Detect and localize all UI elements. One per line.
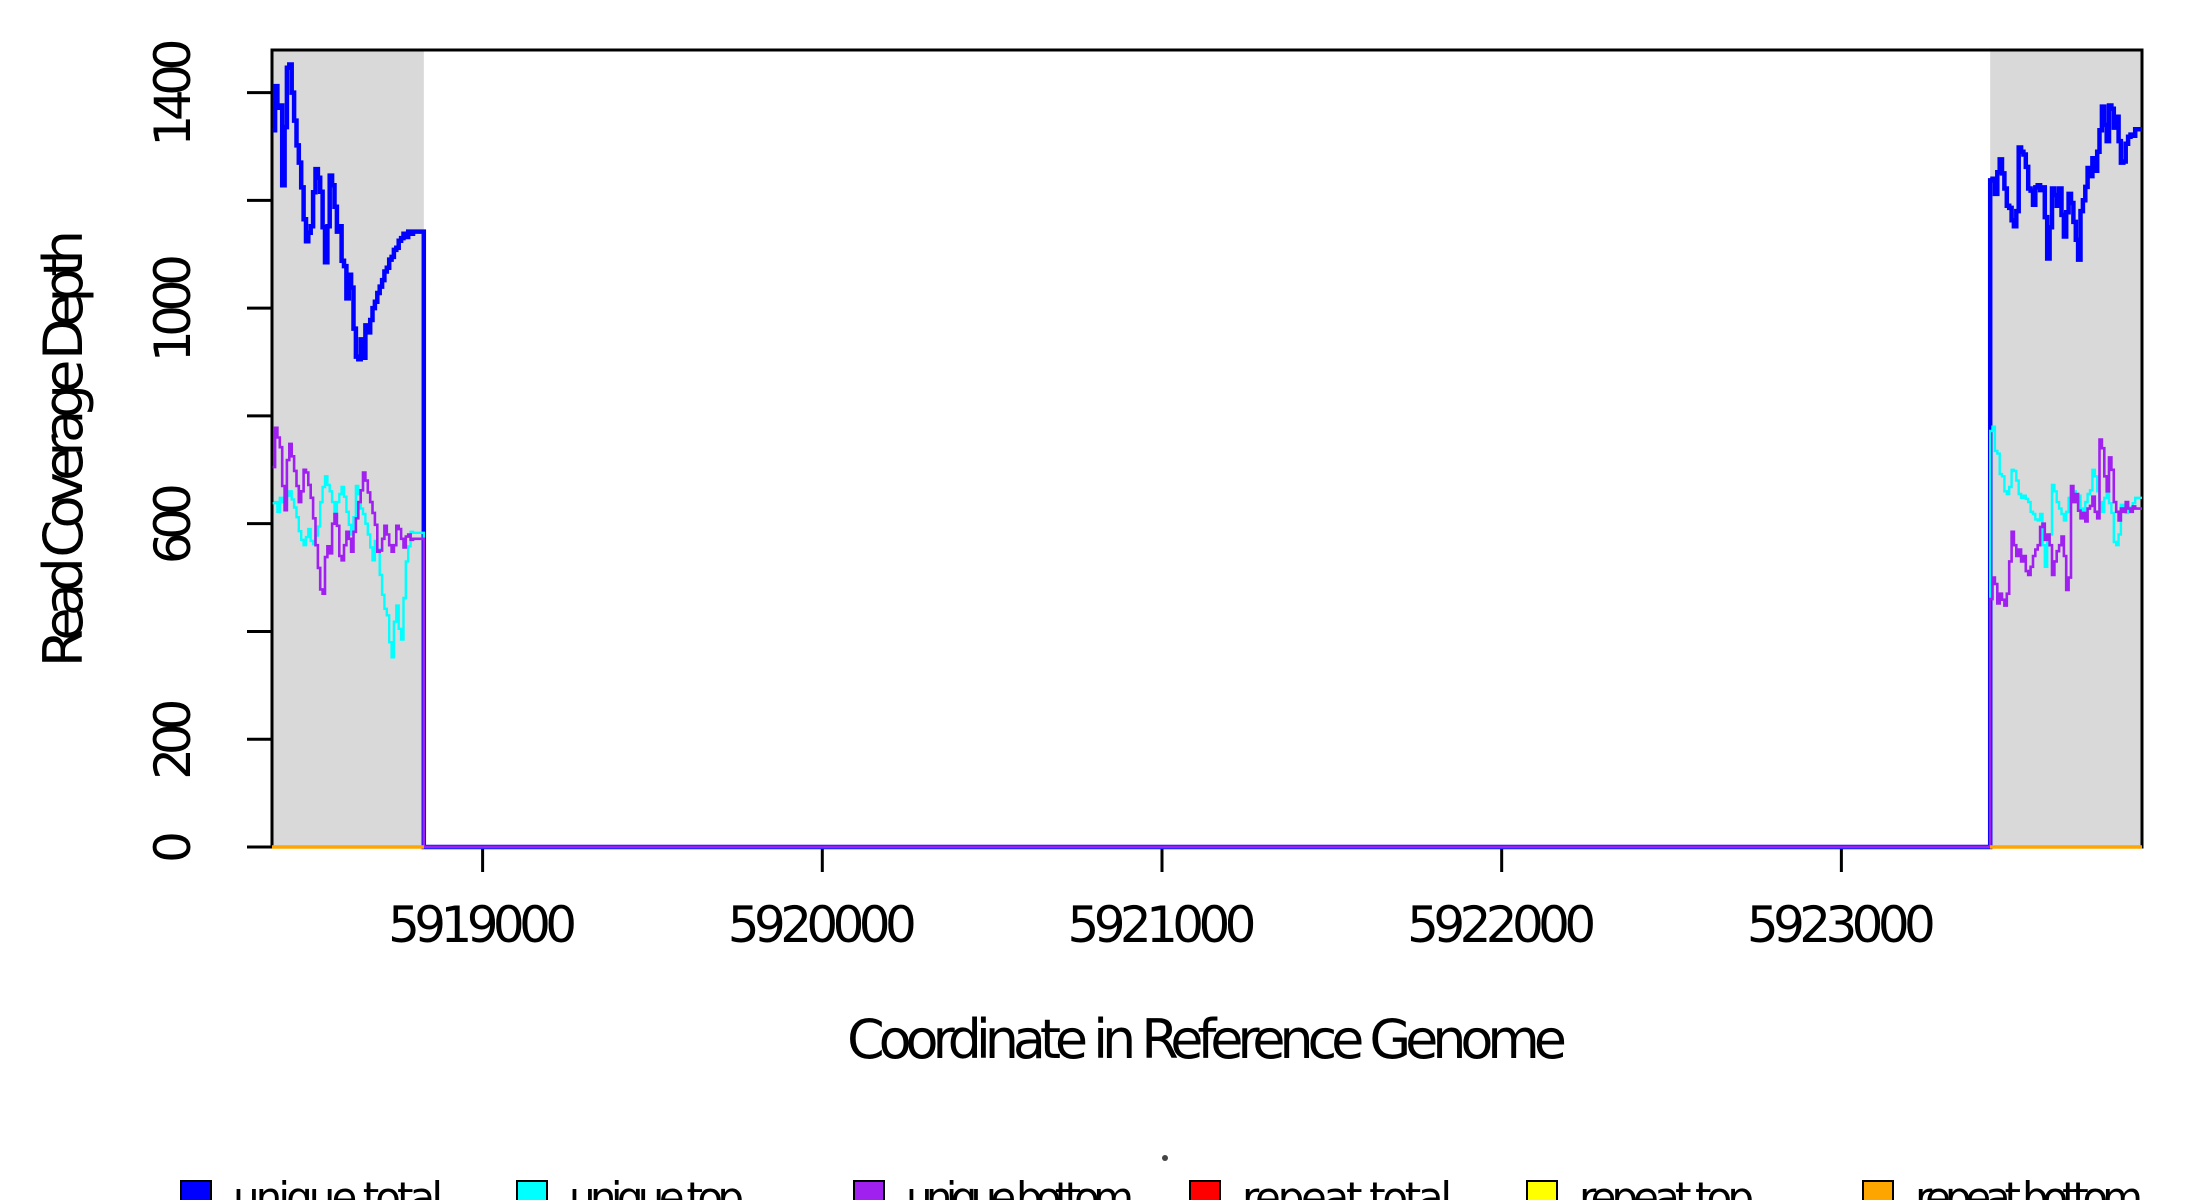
series-unique-total	[272, 62, 2142, 850]
x-tick-label: 5919000	[388, 896, 577, 954]
y-axis-title: Read Coverage Depth	[32, 230, 95, 667]
x-axis-title: Coordinate in Reference Genome	[847, 1008, 1567, 1071]
x-tick-label: 5922000	[1407, 896, 1596, 954]
legend-swatch-unique-total	[180, 1180, 212, 1204]
shaded-region	[272, 50, 424, 847]
legend-label-unique-total: unique total	[233, 1173, 443, 1200]
y-tick-label: 1000	[144, 254, 202, 362]
shaded-region	[1990, 50, 2142, 847]
x-tick-label: 5923000	[1747, 896, 1936, 954]
series-unique-bottom	[272, 426, 2142, 849]
y-tick-label: 1400	[144, 39, 202, 147]
stray-dot	[1162, 1155, 1168, 1161]
legend: unique total unique top unique bottom repea…	[180, 1173, 2143, 1204]
legend-swatch-repeat-top	[1526, 1180, 1558, 1204]
legend-label-unique-bottom: unique bottom	[906, 1173, 1134, 1200]
series-unique-top	[272, 425, 2142, 849]
legend-swatch-repeat-bottom	[1862, 1180, 1894, 1204]
legend-swatch-repeat-total	[1189, 1180, 1221, 1204]
y-tick-label: 0	[144, 831, 202, 863]
y-tick-label: 200	[144, 699, 202, 780]
y-tick-label: 600	[144, 483, 202, 564]
x-tick-label: 5920000	[728, 896, 917, 954]
legend-label-repeat-total: repeat total	[1242, 1173, 1452, 1200]
legend-label-unique-top: unique top	[569, 1173, 744, 1200]
legend-swatch-unique-bottom	[853, 1180, 885, 1204]
series-group	[272, 62, 2142, 850]
legend-label-repeat-top: repeat top	[1579, 1173, 1754, 1200]
x-tick-label: 5921000	[1067, 896, 1256, 954]
legend-label-repeat-bottom: repeat bottom	[1915, 1173, 2143, 1200]
legend-swatch-unique-top	[516, 1180, 548, 1204]
